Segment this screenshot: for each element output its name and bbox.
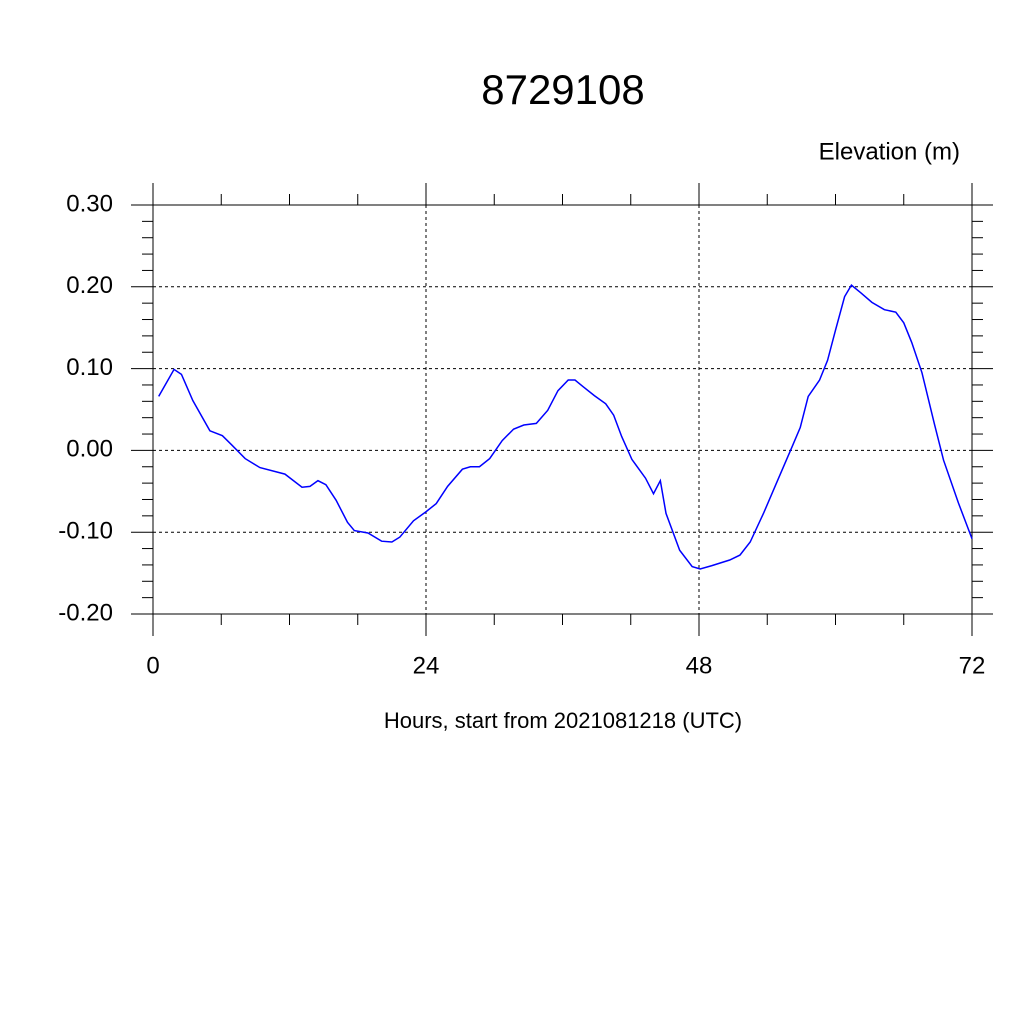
x-tick-label: 48 <box>686 652 713 679</box>
x-tick-label: 72 <box>959 652 986 679</box>
y-tick-label: -0.10 <box>58 518 113 545</box>
x-tick-label: 0 <box>146 652 159 679</box>
x-tick-label: 24 <box>413 652 440 679</box>
y-tick-label: 0.20 <box>66 272 113 299</box>
y-tick-label: 0.00 <box>66 436 113 463</box>
y-tick-label: 0.10 <box>66 354 113 381</box>
y-tick-label: -0.20 <box>58 599 113 626</box>
y-tick-label: 0.30 <box>66 190 113 217</box>
y-axis-label: Elevation (m) <box>819 138 960 165</box>
x-axis-label: Hours, start from 2021081218 (UTC) <box>384 708 742 733</box>
plot-frame <box>152 204 973 615</box>
chart-title: 8729108 <box>481 66 645 113</box>
data-line <box>158 284 973 570</box>
